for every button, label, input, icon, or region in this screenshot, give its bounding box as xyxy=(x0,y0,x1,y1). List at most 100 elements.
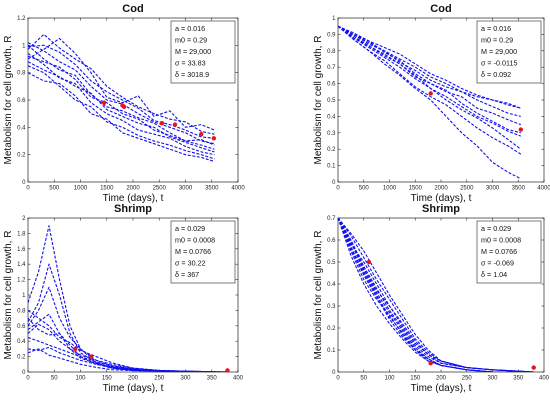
y-tick-label: 1.4 xyxy=(17,262,26,268)
observed-data-point xyxy=(121,104,127,110)
y-axis-label: Metabolism for cell growth, R xyxy=(313,231,324,360)
x-tick-label: 3500 xyxy=(205,186,219,192)
series-line-8 xyxy=(338,25,521,117)
x-tick-label: 1500 xyxy=(409,186,423,192)
y-tick-label: 0.4 xyxy=(17,125,26,131)
series-line-9 xyxy=(28,348,228,372)
y-tick-label: 0.3 xyxy=(327,131,336,137)
y-tick-label: 0.4 xyxy=(17,339,26,345)
chart-panel-4: 0 50 100 150 200 250 300 350 400 0 0.1 0.2 0.3 0.4 0.5… xyxy=(313,203,550,394)
legend-box xyxy=(476,20,542,84)
panel-title: Cod xyxy=(122,3,143,15)
x-tick-label: 2000 xyxy=(126,186,140,192)
y-axis-label: Metabolism for cell growth, R xyxy=(3,231,14,360)
y-tick-label: 1.2 xyxy=(17,16,26,22)
series-line-7 xyxy=(28,72,215,163)
x-axis-label: Time (days), t xyxy=(103,193,164,204)
series-line-8 xyxy=(28,33,215,135)
y-tick-label: 0.6 xyxy=(327,82,336,88)
series-line-3 xyxy=(28,323,228,372)
series-line-10 xyxy=(338,218,534,372)
legend-box xyxy=(476,220,542,284)
series-line-5 xyxy=(28,65,215,160)
series-line-8 xyxy=(28,313,228,372)
y-tick-label: 0.4 xyxy=(327,114,336,120)
series-line-9 xyxy=(338,218,534,372)
legend-parameter: σ = 30.22 xyxy=(175,259,206,268)
legend-parameter: M = 29,000 xyxy=(481,47,517,56)
x-tick-label: 0 xyxy=(336,186,340,192)
x-tick-label: 350 xyxy=(207,376,218,382)
observed-data-point xyxy=(531,365,536,370)
x-tick-label: 300 xyxy=(487,376,498,382)
x-tick-label: 3500 xyxy=(512,186,526,192)
observed-data-point xyxy=(73,346,78,352)
y-tick-label: 1 xyxy=(22,43,26,49)
series-group xyxy=(338,25,522,180)
y-tick-label: 0.5 xyxy=(327,98,336,104)
observed-data-point xyxy=(101,100,107,105)
x-tick-label: 350 xyxy=(513,376,524,382)
chart-panel-1: 0 500 1000 1500 2000 2500 3000 3500 4000 0 0.2 0.4 0… xyxy=(3,3,245,204)
series-line-7 xyxy=(28,309,228,372)
x-tick-label: 300 xyxy=(180,376,191,382)
y-tick-label: 2 xyxy=(22,216,26,222)
x-tick-label: 200 xyxy=(436,376,447,382)
y-tick-label: 0 xyxy=(22,370,26,376)
legend-parameter: a = 0.029 xyxy=(175,224,205,233)
observed-data-point xyxy=(428,361,433,366)
x-tick-label: 100 xyxy=(75,376,86,382)
x-tick-label: 4000 xyxy=(231,186,245,192)
y-tick-label: 0.6 xyxy=(327,238,336,244)
series-line-7 xyxy=(338,218,534,372)
legend-parameter: δ = 0.092 xyxy=(481,70,511,79)
legend-parameter: m0 = 0.0008 xyxy=(175,236,215,245)
x-tick-label: 500 xyxy=(359,186,370,192)
legend-parameter: σ = 33.83 xyxy=(175,59,206,68)
y-tick-label: 1.2 xyxy=(17,278,26,284)
series-line-5 xyxy=(338,25,521,109)
x-tick-label: 1000 xyxy=(74,186,88,192)
observed-data-point xyxy=(199,131,204,137)
x-tick-label: 4000 xyxy=(537,186,550,192)
x-tick-label: 400 xyxy=(539,376,550,382)
legend-parameter: σ = -0.069 xyxy=(481,259,514,268)
x-tick-label: 1000 xyxy=(383,186,397,192)
x-tick-label: 50 xyxy=(51,376,58,382)
x-axis-label: Time (days), t xyxy=(103,383,164,394)
series-line-6 xyxy=(28,42,215,145)
x-tick-label: 150 xyxy=(102,376,113,382)
y-tick-label: 0 xyxy=(332,370,336,376)
x-tick-label: 200 xyxy=(128,376,139,382)
y-tick-label: 0.2 xyxy=(327,326,336,332)
series-line-1 xyxy=(338,218,534,372)
x-tick-label: 3000 xyxy=(486,186,500,192)
panel-title: Shrimp xyxy=(422,203,460,215)
x-tick-label: 0 xyxy=(26,186,30,192)
y-axis-label: Metabolism for cell growth, R xyxy=(313,36,324,165)
legend-parameter: M = 0.0766 xyxy=(481,247,517,256)
y-tick-label: 1.8 xyxy=(17,231,26,237)
legend-box xyxy=(170,220,236,284)
chart-panel-3: 0 50 100 150 200 250 300 350 400 0 0.2 0.4 0.6 0.8 1 1.… xyxy=(3,203,244,394)
legend-parameter: δ = 367 xyxy=(175,270,199,279)
y-tick-label: 0.6 xyxy=(17,98,26,104)
series-line-9 xyxy=(28,61,215,153)
y-tick-label: 0.6 xyxy=(17,324,26,330)
y-tick-label: 0.5 xyxy=(327,260,336,266)
y-tick-label: 0.8 xyxy=(327,49,336,55)
x-tick-label: 2500 xyxy=(153,186,167,192)
x-tick-label: 3000 xyxy=(179,186,193,192)
series-line-6 xyxy=(338,25,521,134)
legend-parameter: m0 = 0.0008 xyxy=(481,236,521,245)
x-axis-label: Time (days), t xyxy=(411,383,472,394)
y-tick-label: 1 xyxy=(332,16,336,22)
y-tick-label: 0.8 xyxy=(17,71,26,77)
series-line-1 xyxy=(28,44,215,139)
x-tick-label: 100 xyxy=(384,376,395,382)
y-tick-label: 0.8 xyxy=(17,308,26,314)
observed-data-point xyxy=(428,91,433,96)
series-line-10 xyxy=(28,55,215,146)
legend-parameter: δ = 1.04 xyxy=(481,270,507,279)
